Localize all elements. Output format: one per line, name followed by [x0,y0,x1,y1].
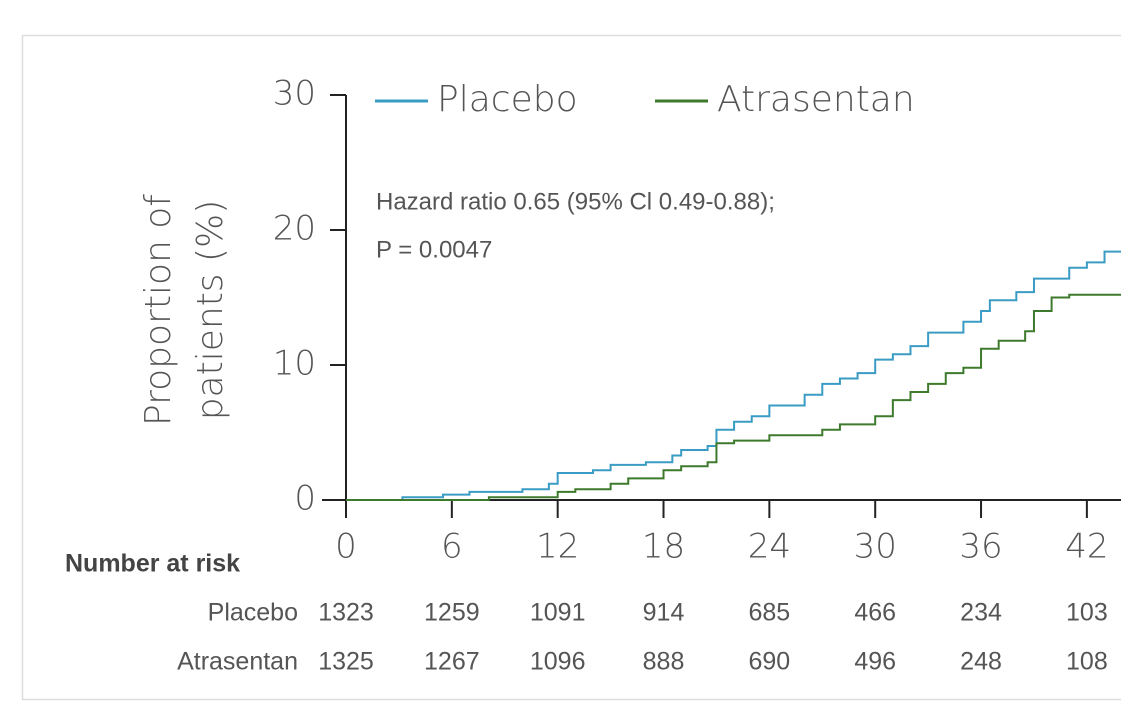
risk-value: 234 [960,599,1002,627]
x-tick-label: 18 [642,527,685,567]
y-axis-label: patients (%) [190,200,231,421]
risk-value: 690 [749,648,791,676]
y-tick-label: 30 [273,74,316,114]
risk-title: Number at risk [65,550,240,578]
y-tick-label: 20 [273,209,316,249]
x-tick-label: 6 [441,527,463,567]
risk-value: 888 [643,648,685,676]
risk-value: 248 [960,648,1002,676]
risk-value: 685 [749,599,791,627]
risk-value: 1325 [318,648,374,676]
x-tick-label: 0 [335,527,357,567]
risk-value: 1096 [530,648,586,676]
km-curve [346,293,1121,501]
risk-value: 1267 [424,648,480,676]
risk-value: 496 [854,648,896,676]
annotation: Hazard ratio 0.65 (95% Cl 0.49-0.88); [376,188,775,215]
annotation: P = 0.0047 [376,236,492,263]
km-curve [346,250,1121,501]
risk-value: 466 [854,599,896,627]
y-tick-label: 10 [273,344,316,384]
x-tick-label: 42 [1065,527,1108,567]
risk-value: 914 [643,599,685,627]
risk-value: 108 [1066,648,1108,676]
legend-label: Atrasentan [717,79,915,120]
risk-row-label: Placebo [208,599,298,627]
legend-label: Placebo [437,79,578,120]
risk-row-label: Atrasentan [177,648,298,676]
y-tick-label: 0 [294,479,316,519]
frame [21,34,1121,701]
x-tick-label: 12 [536,527,579,567]
x-tick-label: 30 [854,527,897,567]
risk-value: 1091 [530,599,586,627]
x-tick-label: 36 [959,527,1002,567]
risk-value: 1259 [424,599,480,627]
risk-value: 1323 [318,599,374,627]
risk-value: 103 [1066,599,1108,627]
x-tick-label: 24 [748,527,791,567]
y-axis-label: Proportion of [138,194,179,426]
